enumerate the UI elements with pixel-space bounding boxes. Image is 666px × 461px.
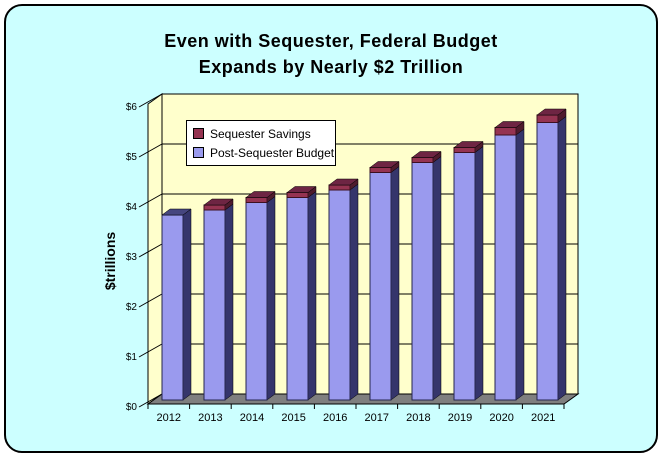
legend-swatch-sequester-savings <box>193 128 204 139</box>
chart-title-line-1: Even with Sequester, Federal Budget <box>164 31 498 51</box>
y-tick-label-2: $2 <box>126 302 138 313</box>
x-axis-label-2020: 2020 <box>489 412 513 424</box>
y-tick-6 <box>138 93 163 108</box>
x-axis-label-2019: 2019 <box>448 412 472 424</box>
bar-top-2021 <box>536 108 567 116</box>
bar-top-2015 <box>286 186 317 193</box>
bar-top-2020 <box>494 121 525 128</box>
chart-legend: Sequester Savings Post-Sequester Budget <box>186 120 336 166</box>
bar-2019-sequester-savings <box>453 147 476 153</box>
bar-2021-sequester-savings <box>536 114 559 123</box>
legend-swatch-post-sequester-budget <box>193 147 204 158</box>
bar-2017-sequester-savings <box>369 167 392 173</box>
legend-item-post-sequester-budget: Post-Sequester Budget <box>193 144 334 161</box>
bar-2013-sequester-savings <box>203 204 226 211</box>
legend-label-sequester-savings: Sequester Savings <box>210 126 311 141</box>
y-tick-0 <box>138 393 163 408</box>
bar-top-2013 <box>203 198 234 206</box>
bar-2015-sequester-savings <box>286 192 309 198</box>
bar-side-2019 <box>474 146 484 401</box>
x-axis-label-2016: 2016 <box>323 412 347 424</box>
bar-side-2016 <box>349 183 359 401</box>
bar-2016-post-sequester-budget <box>328 189 351 401</box>
chart-title-line-2: Expands by Nearly $2 Trillion <box>198 57 464 77</box>
bar-side-2012 <box>182 208 192 401</box>
bar-2014-post-sequester-budget <box>245 202 268 401</box>
bar-side-2017 <box>390 166 400 401</box>
bar-2014-sequester-savings <box>245 197 268 203</box>
x-axis-label-2014: 2014 <box>240 412 264 424</box>
bar-2019-post-sequester-budget <box>453 152 476 401</box>
plot-side-wall <box>147 93 163 405</box>
legend-label-post-sequester-budget: Post-Sequester Budget <box>210 145 335 160</box>
bar-2016-sequester-savings <box>328 184 351 191</box>
bar-2020-sequester-savings <box>494 127 517 136</box>
x-axis-label-2015: 2015 <box>281 412 305 424</box>
legend-item-sequester-savings: Sequester Savings <box>193 125 329 142</box>
bar-2017-post-sequester-budget <box>369 172 392 401</box>
bar-top-2014 <box>245 191 276 198</box>
bar-top-2017 <box>369 161 400 168</box>
bar-top-2019 <box>453 141 484 148</box>
y-tick-3 <box>138 243 163 258</box>
bar-side-2014 <box>266 196 276 401</box>
x-axis-label-2013: 2013 <box>198 412 222 424</box>
y-tick-label-3: $3 <box>126 252 138 263</box>
y-tick-label-5: $5 <box>126 152 138 163</box>
bar-top-2018 <box>411 151 442 158</box>
bar-2018-sequester-savings <box>411 157 434 163</box>
x-axis-label-2018: 2018 <box>406 412 430 424</box>
y-tick-5 <box>138 143 163 158</box>
y-tick-4 <box>138 193 163 208</box>
bar-side-2013 <box>224 203 234 401</box>
bar-2018-post-sequester-budget <box>411 162 434 401</box>
bar-side-2021 <box>557 116 567 401</box>
bar-2012-post-sequester-budget <box>161 214 184 401</box>
bar-top-2012 <box>161 208 192 216</box>
y-tick-label-0: $0 <box>126 402 138 413</box>
bar-side-2015 <box>307 191 317 401</box>
bar-2020-post-sequester-budget <box>494 134 517 401</box>
y-tick-1 <box>138 343 163 358</box>
x-axis-label-2012: 2012 <box>157 412 181 424</box>
bar-side-2018 <box>432 156 442 401</box>
bar-2015-post-sequester-budget <box>286 197 309 401</box>
bar-top-2016 <box>328 178 359 186</box>
bar-side-2020 <box>515 128 525 401</box>
x-axis-label-2017: 2017 <box>365 412 389 424</box>
y-tick-label-4: $4 <box>126 202 138 213</box>
chart-title: Even with Sequester, Federal Budget Expa… <box>6 28 656 80</box>
y-tick-label-6: $6 <box>126 102 138 113</box>
y-tick-label-1: $1 <box>126 352 138 363</box>
y-tick-2 <box>138 293 163 308</box>
bar-2013-post-sequester-budget <box>203 209 226 401</box>
x-axis-label-2021: 2021 <box>531 412 555 424</box>
bar-2021-post-sequester-budget <box>536 122 559 401</box>
